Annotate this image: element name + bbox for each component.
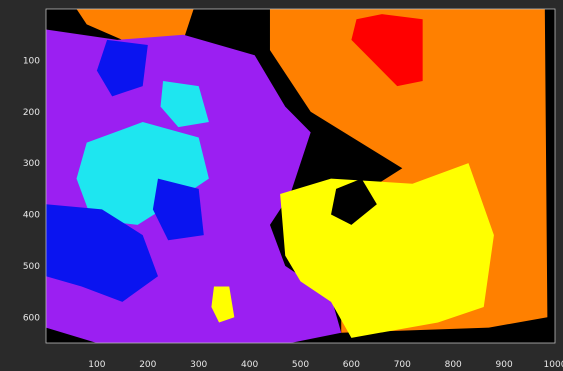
x-tick-label: 100 bbox=[88, 360, 105, 370]
x-tick-label: 200 bbox=[139, 360, 156, 370]
y-tick-label: 300 bbox=[23, 159, 40, 169]
region-blue-mid bbox=[152, 178, 204, 241]
y-tick-label: 400 bbox=[23, 211, 40, 221]
plot-area bbox=[45, 8, 556, 344]
x-tick-label: 600 bbox=[343, 360, 360, 370]
region-red bbox=[351, 14, 423, 87]
x-tick-label: 900 bbox=[496, 360, 513, 370]
x-tick-label: 500 bbox=[292, 360, 309, 370]
plot-border bbox=[45, 8, 556, 344]
region-black-hole bbox=[331, 178, 377, 225]
region-cyan-small bbox=[160, 80, 209, 128]
y-tick-label: 200 bbox=[23, 108, 40, 118]
region-blue-top bbox=[96, 39, 148, 97]
y-tick-label: 100 bbox=[23, 56, 40, 66]
region-yellow-small bbox=[211, 286, 235, 323]
x-tick-label: 400 bbox=[241, 360, 258, 370]
y-tick-label: 600 bbox=[23, 313, 40, 323]
region-blue bbox=[46, 204, 158, 302]
x-axis: 100 200 300 400 500 600 700 800 900 1000 bbox=[88, 360, 563, 370]
x-tick-label: 300 bbox=[190, 360, 207, 370]
y-axis: 100 200 300 400 500 600 bbox=[23, 56, 40, 323]
x-tick-label: 800 bbox=[445, 360, 462, 370]
y-tick-label: 500 bbox=[23, 262, 40, 272]
x-tick-label: 700 bbox=[394, 360, 411, 370]
region-orange-top-left bbox=[76, 9, 194, 40]
x-tick-label: 1000 bbox=[544, 360, 563, 370]
